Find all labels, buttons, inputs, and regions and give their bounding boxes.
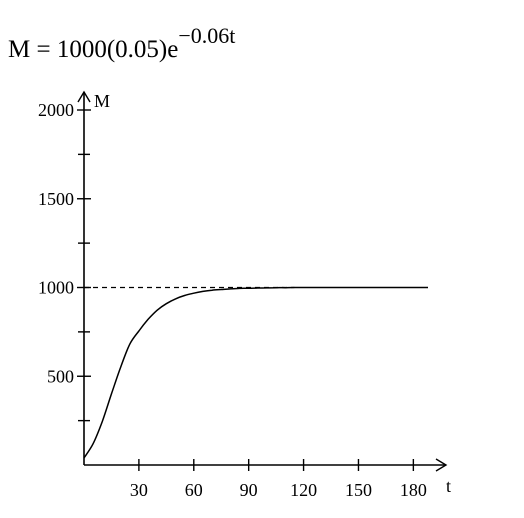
x-axis-arrow [435,458,448,472]
y-tick-label: 500 [47,366,74,386]
x-tick-label: 180 [400,480,427,500]
growth-curve [83,286,428,459]
x-tick-label: 150 [345,480,372,500]
y-tick-label: 2000 [38,100,74,120]
x-tick-label: 60 [185,480,203,500]
x-tick-label: 30 [130,480,148,500]
x-tick-label: 90 [240,480,258,500]
equation-base: M = 1000(0.05)e [8,36,179,63]
equation-exponent: −0.06t [178,23,236,48]
x-axis-label: t [446,476,451,496]
y-tick-label: 1500 [38,189,74,209]
equation-title: M = 1000(0.05)e−0.06t [8,25,235,63]
y-axis-arrow [77,90,91,103]
x-tick-label: 120 [290,480,317,500]
y-axis-label: M [94,91,110,111]
y-tick-label: 1000 [38,278,74,298]
